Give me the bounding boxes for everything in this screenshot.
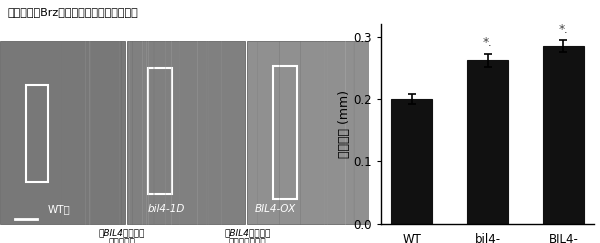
Bar — [247, 41, 369, 224]
Bar — [391, 99, 433, 224]
Text: WT・: WT・ — [48, 204, 71, 214]
Text: 暗所７日目Brz培地における胚軸の細胞・: 暗所７日目Brz培地における胚軸の細胞・ — [7, 7, 138, 17]
Text: （BIL4活性化型
形質転換体）・: （BIL4活性化型 形質転換体）・ — [224, 228, 271, 243]
Bar — [0, 41, 125, 224]
Bar — [542, 46, 584, 224]
Text: *.: *. — [559, 23, 569, 35]
Bar — [467, 61, 508, 224]
Text: *.: *. — [482, 36, 493, 49]
Text: bil4-1D: bil4-1D — [148, 204, 185, 214]
Bar — [127, 41, 245, 224]
Y-axis label: 細胞伸長 (mm): 細胞伸長 (mm) — [338, 90, 350, 158]
Text: （BIL4活性化型
変異体）・: （BIL4活性化型 変異体）・ — [98, 228, 145, 243]
Text: BIL4-OX: BIL4-OX — [254, 204, 296, 214]
